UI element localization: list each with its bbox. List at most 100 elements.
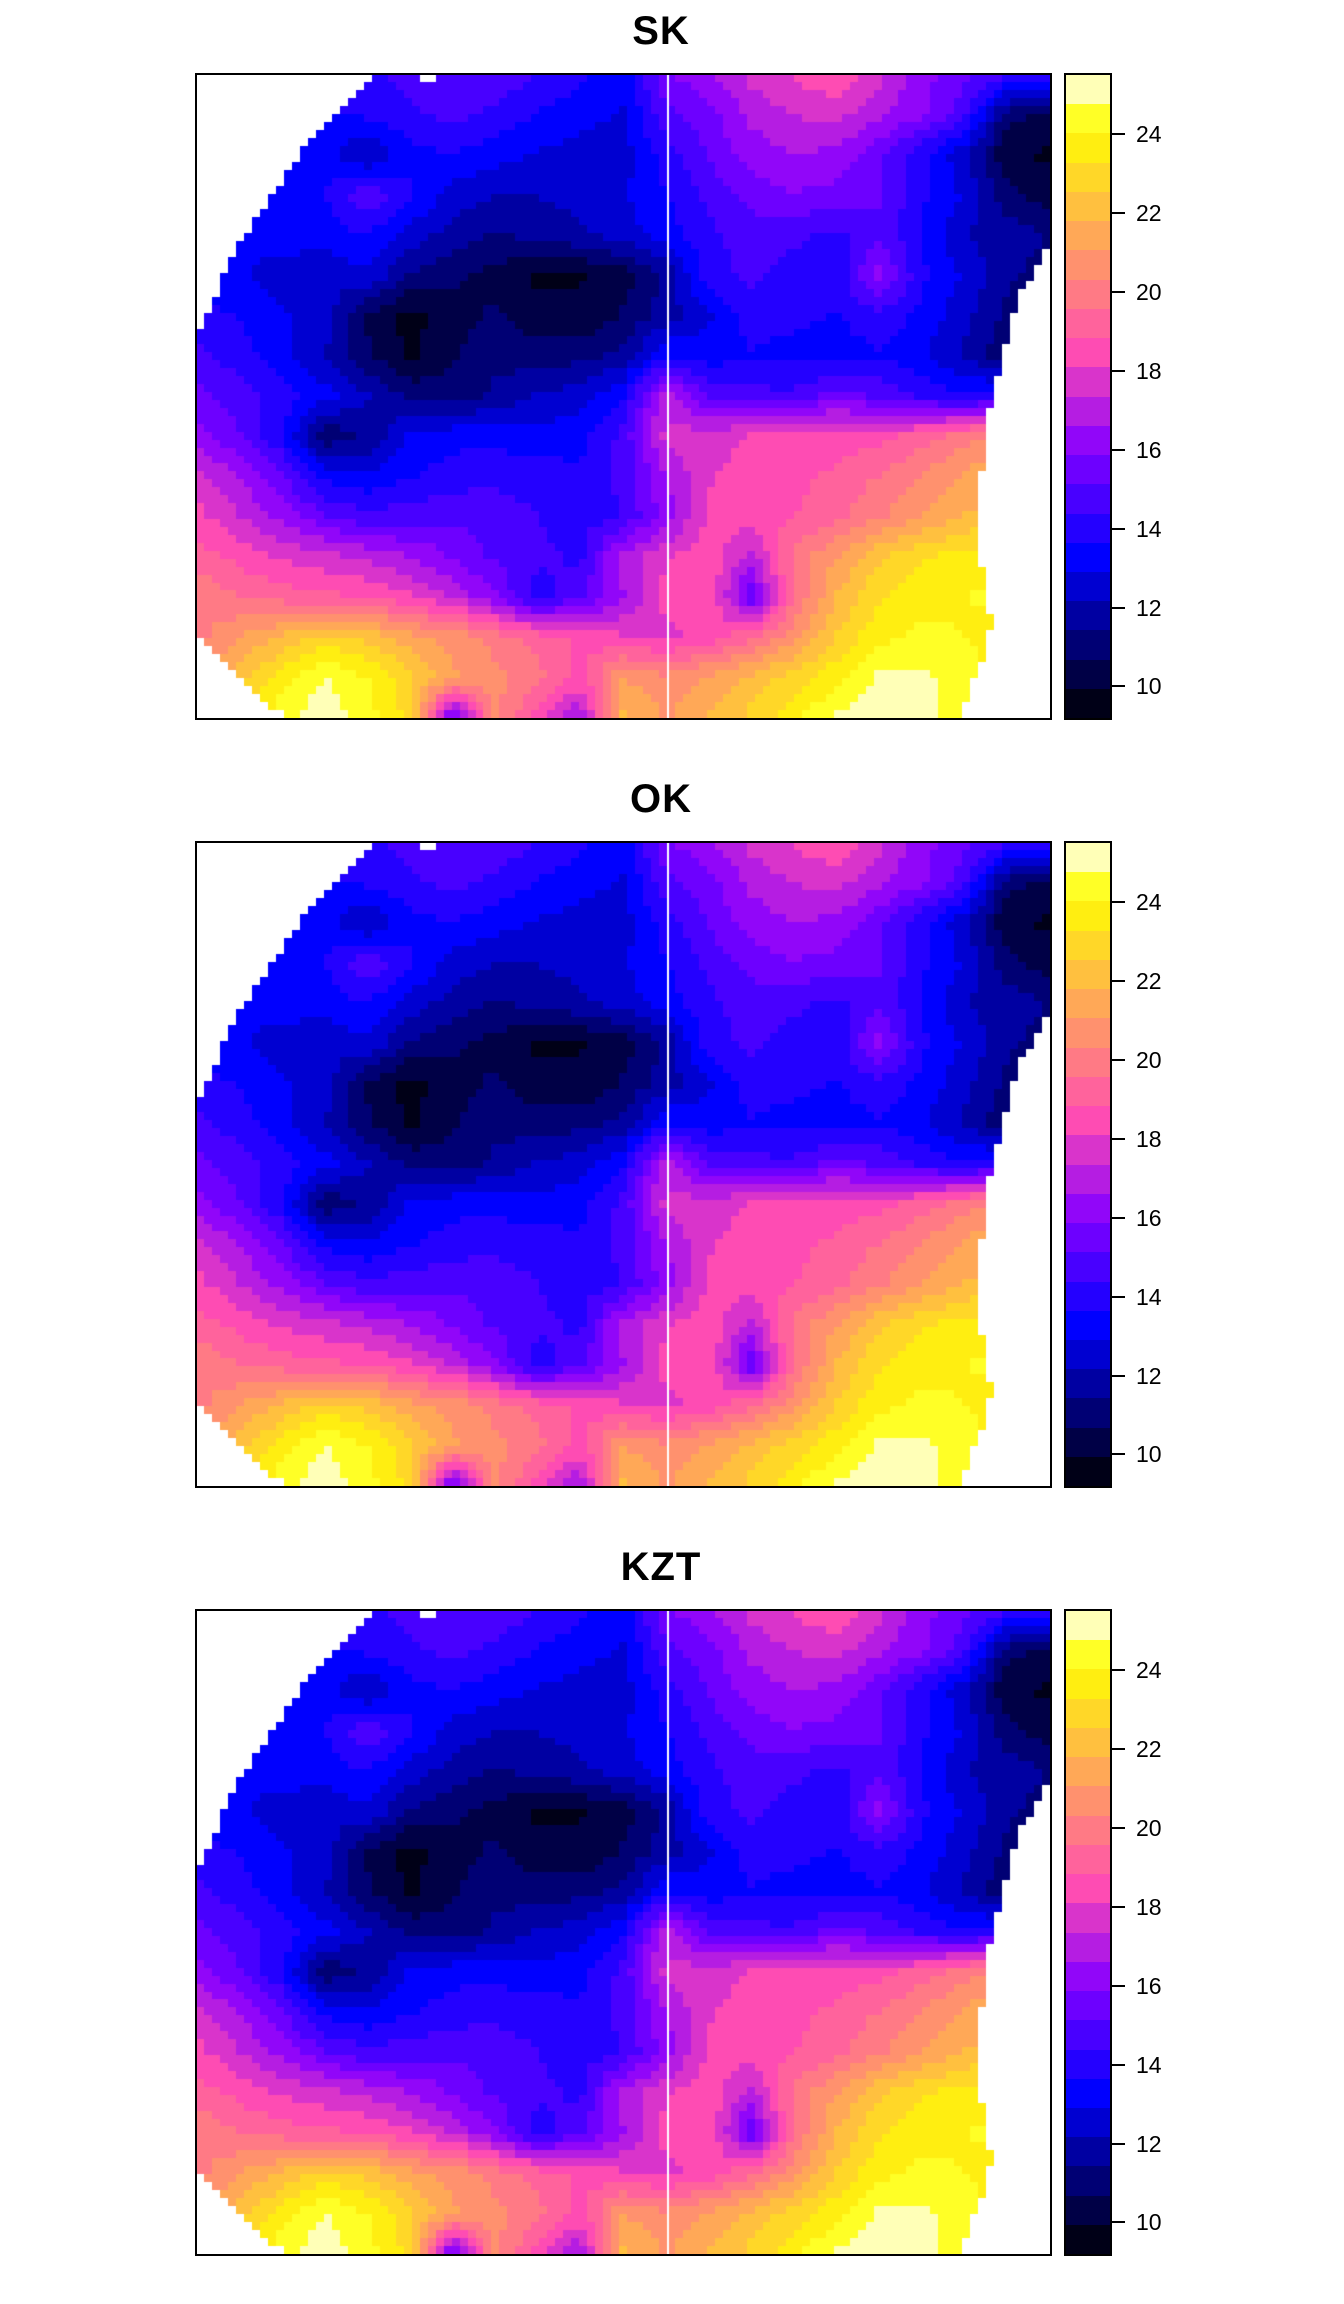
colorbar-tick [1112,133,1125,136]
colorbar-tick-label: 22 [1136,968,1162,995]
colorbar-tick [1112,1748,1125,1751]
colorbar-tick-label: 16 [1136,1204,1162,1231]
colorbar-band [1066,1611,1110,1641]
colorbar-band [1066,162,1110,192]
colorbar-band [1066,959,1110,990]
map-plot-area [195,1609,1052,2256]
colorbar-band [1066,1106,1110,1136]
colorbar-band [1066,1640,1110,1670]
colorbar-tick-label: 20 [1136,1814,1162,1841]
colorbar-band [1066,1786,1110,1816]
colorbar-tick-label: 14 [1136,2051,1162,2078]
colorbar-band [1066,571,1110,602]
colorbar-band [1066,191,1110,222]
colorbar-band [1066,308,1110,339]
colorbar-legend [1064,841,1112,1488]
colorbar-band [1066,1164,1110,1194]
colorbar-tick-label: 24 [1136,1657,1162,1684]
colorbar-band [1066,2078,1110,2108]
colorbar-tick-label: 18 [1136,1125,1162,1152]
colorbar-tick [1112,1374,1125,1377]
colorbar-band [1066,1076,1110,1107]
colorbar-tick-label: 12 [1136,2130,1162,2157]
colorbar-tick-label: 10 [1136,2209,1162,2236]
colorbar-band [1066,630,1110,660]
panel-title: SK [632,9,690,53]
colorbar-band [1066,1932,1110,1962]
colorbar-band [1066,1456,1110,1487]
colorbar-band [1066,513,1110,543]
colorbar-tick [1112,1669,1125,1672]
colorbar-band [1066,930,1110,960]
colorbar-band [1066,901,1110,931]
heatmap-canvas [197,843,1050,1486]
colorbar-band [1066,338,1110,368]
colorbar-tick [1112,1137,1125,1140]
colorbar-tick-label: 16 [1136,1972,1162,1999]
colorbar-tick-label: 20 [1136,1046,1162,1073]
colorbar-tick-label: 14 [1136,515,1162,542]
colorbar-tick [1112,1826,1125,1829]
heatmap-canvas [197,75,1050,718]
colorbar-band [1066,601,1110,631]
colorbar-band [1066,659,1110,689]
colorbar-band [1066,425,1110,456]
colorbar-tick [1112,2221,1125,2224]
colorbar-tick [1112,2063,1125,2066]
colorbar-tick [1112,901,1125,904]
colorbar-band [1066,2166,1110,2196]
colorbar-tick [1112,606,1125,609]
colorbar-band [1066,989,1110,1019]
colorbar-band [1066,396,1110,426]
colorbar-tick [1112,369,1125,372]
colorbar-band [1066,484,1110,514]
colorbar-band [1066,1727,1110,1758]
colorbar-tick-label: 22 [1136,200,1162,227]
colorbar-band [1066,1047,1110,1077]
colorbar-tick [1112,448,1125,451]
colorbar-band [1066,2020,1110,2050]
colorbar-band [1066,843,1110,873]
colorbar-band [1066,2137,1110,2167]
colorbar-band [1066,1815,1110,1845]
colorbar-band [1066,133,1110,163]
heatmap-canvas [197,1611,1050,2254]
colorbar-tick-label: 12 [1136,1362,1162,1389]
colorbar-band [1066,75,1110,105]
colorbar-band [1066,2195,1110,2225]
colorbar-tick [1112,1295,1125,1298]
colorbar-tick-label: 24 [1136,121,1162,148]
colorbar-band [1066,1339,1110,1370]
colorbar-tick-label: 18 [1136,357,1162,384]
colorbar-band [1066,1427,1110,1457]
colorbar-band [1066,688,1110,719]
colorbar-tick-label: 14 [1136,1283,1162,1310]
colorbar-tick-label: 20 [1136,278,1162,305]
colorbar-legend [1064,73,1112,720]
colorbar-band [1066,1757,1110,1787]
colorbar-band [1066,1135,1110,1165]
colorbar-tick [1112,290,1125,293]
colorbar-band [1066,1961,1110,1992]
panel-sk: SK 10 12 14 16 18 20 22 24 [0,0,1344,768]
colorbar-tick-label: 22 [1136,1736,1162,1763]
colorbar-band [1066,455,1110,485]
colorbar-tick [1112,980,1125,983]
map-plot-area [195,73,1052,720]
colorbar-tick [1112,1984,1125,1987]
colorbar-band [1066,1193,1110,1224]
panel-title: KZT [620,1545,702,1589]
colorbar-band [1066,1903,1110,1933]
colorbar-tick [1112,212,1125,215]
colorbar-band [1066,1369,1110,1399]
colorbar-band [1066,1252,1110,1282]
colorbar-band [1066,1874,1110,1904]
colorbar-tick-label: 12 [1136,594,1162,621]
colorbar-tick [1112,1905,1125,1908]
colorbar-tick-label: 18 [1136,1893,1162,1920]
panel-kzt: KZT 10 12 14 16 18 20 22 24 [0,1536,1344,2304]
panel-ok: OK 10 12 14 16 18 20 22 24 [0,768,1344,1536]
colorbar-band [1066,1398,1110,1428]
colorbar-band [1066,104,1110,134]
